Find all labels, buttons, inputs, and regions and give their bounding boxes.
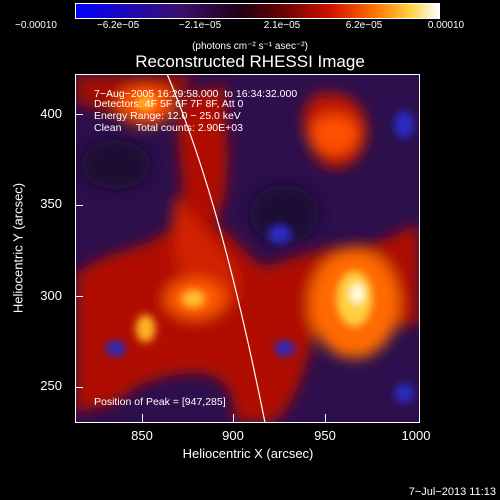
y-tick-label: 300 [40,288,62,303]
x-axis-label: Heliocentric X (arcsec) [182,446,314,461]
info-line-detectors: Detectors: 4F 5F 6F 7F 8F, Att 0 [94,98,244,110]
rhessi-image [76,75,419,422]
info-line-clean: Clean Total counts: 2.90E+03 [94,122,243,134]
image-plot-area [75,74,420,423]
info-line-time: 7−Aug−2005 16:29:58.000 to 16:34:32.000 [94,88,298,100]
x-tickmark [142,414,143,422]
y-tickmark [75,205,83,206]
x-tickmark [325,414,326,422]
x-tick-label: 900 [222,428,244,443]
colorbar-tick: 6.2e−05 [345,20,383,31]
colorbar-tick: −0.00010 [15,20,57,31]
colorbar-tick: 0.00010 [427,20,465,31]
colorbar-tick: −6.2e−05 [96,20,140,31]
solar-limb-line [166,75,266,422]
colorbar-tick: 2.1e−05 [263,20,301,31]
y-tick-label: 400 [40,106,62,121]
y-tickmark [75,387,83,388]
footer-timestamp: 7−Jul−2013 11:13 [408,486,496,498]
info-line-energy: Energy Range: 12.0 − 25.0 keV [94,110,241,122]
colorbar-tick: −2.1e−05 [178,20,222,31]
colorbar-unit-label: (photons cm⁻² s⁻¹ asec⁻²) [192,41,308,52]
y-tick-label: 350 [40,196,62,211]
x-tickmark [233,414,234,422]
colorbar [75,3,440,19]
y-tickmark [75,114,83,115]
x-tick-label: 850 [131,428,153,443]
y-tick-label: 250 [40,378,62,393]
image-title: Reconstructed RHESSI Image [135,52,365,71]
x-tick-label: 1000 [401,428,431,443]
y-axis-label: Heliocentric Y (arcsec) [10,182,26,314]
y-tickmark [75,296,83,297]
peak-position-text: Position of Peak = [947,285] [94,396,226,408]
x-tick-label: 950 [314,428,336,443]
